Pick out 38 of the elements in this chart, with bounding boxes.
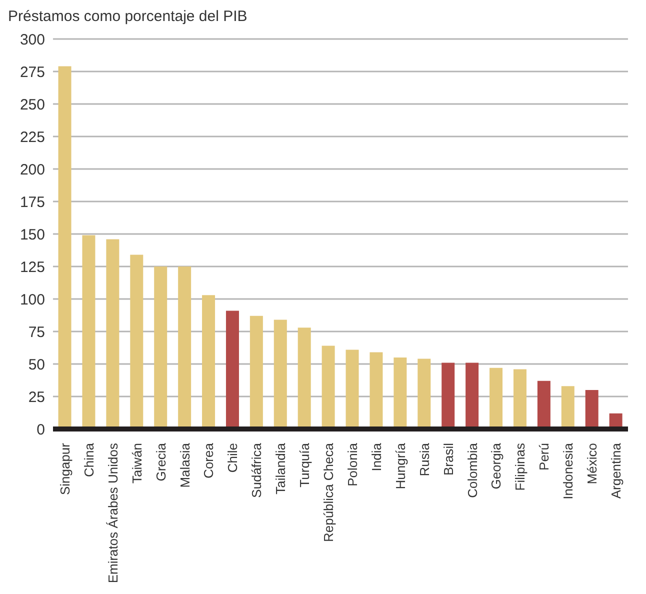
x-tick-label: Chile — [225, 443, 240, 473]
x-tick-label: Emiratos Árabes Unidos — [105, 442, 120, 584]
x-tick-label: Sudáfrica — [249, 442, 264, 498]
x-tick-label: Perú — [536, 443, 552, 470]
x-tick-label: India — [368, 442, 384, 472]
y-tick-label: 200 — [20, 161, 45, 178]
x-tick-label: Polonia — [344, 442, 360, 486]
y-tick-label: 0 — [36, 421, 45, 438]
x-tick-label: México — [584, 443, 600, 484]
x-tick-label: Grecia — [153, 442, 168, 482]
y-tick-label: 50 — [28, 356, 45, 374]
y-tick-label: 75 — [28, 324, 45, 341]
x-tick-label: Singapur — [57, 442, 72, 496]
x-tick-label: Corea — [201, 442, 216, 478]
x-tick-label: Brasil — [440, 442, 456, 476]
y-tick-label: 25 — [28, 388, 45, 406]
x-tick-label: Tailandia — [273, 442, 288, 494]
y-tick-label: 100 — [20, 291, 45, 308]
y-tick-label: 225 — [20, 128, 45, 146]
y-tick-label: 275 — [20, 64, 45, 81]
x-tick-label: Argentina — [608, 442, 624, 499]
y-tick-label: 250 — [20, 96, 45, 114]
x-tick-label: Georgia — [488, 442, 504, 490]
x-tick-label: Filipinas — [512, 442, 528, 491]
x-tick-label: Taiwán — [129, 443, 144, 484]
y-tick-label: 300 — [20, 31, 45, 48]
chart-title: Préstamos como porcentaje del PIB — [8, 8, 248, 25]
x-tick-label: Turquía — [297, 442, 312, 488]
x-tick-label: Colombia — [464, 442, 480, 498]
x-tick-label: China — [81, 442, 96, 477]
x-tick-label: Rusia — [416, 442, 432, 476]
x-tick-label: Indonesia — [560, 442, 576, 500]
y-tick-label: 175 — [20, 194, 45, 211]
x-tick-label: República Checa — [321, 442, 336, 542]
y-tick-label: 150 — [20, 226, 45, 244]
x-tick-label: Hungría — [392, 442, 408, 490]
y-tick-label: 125 — [20, 258, 45, 276]
x-tick-label: Malasia — [177, 442, 192, 488]
